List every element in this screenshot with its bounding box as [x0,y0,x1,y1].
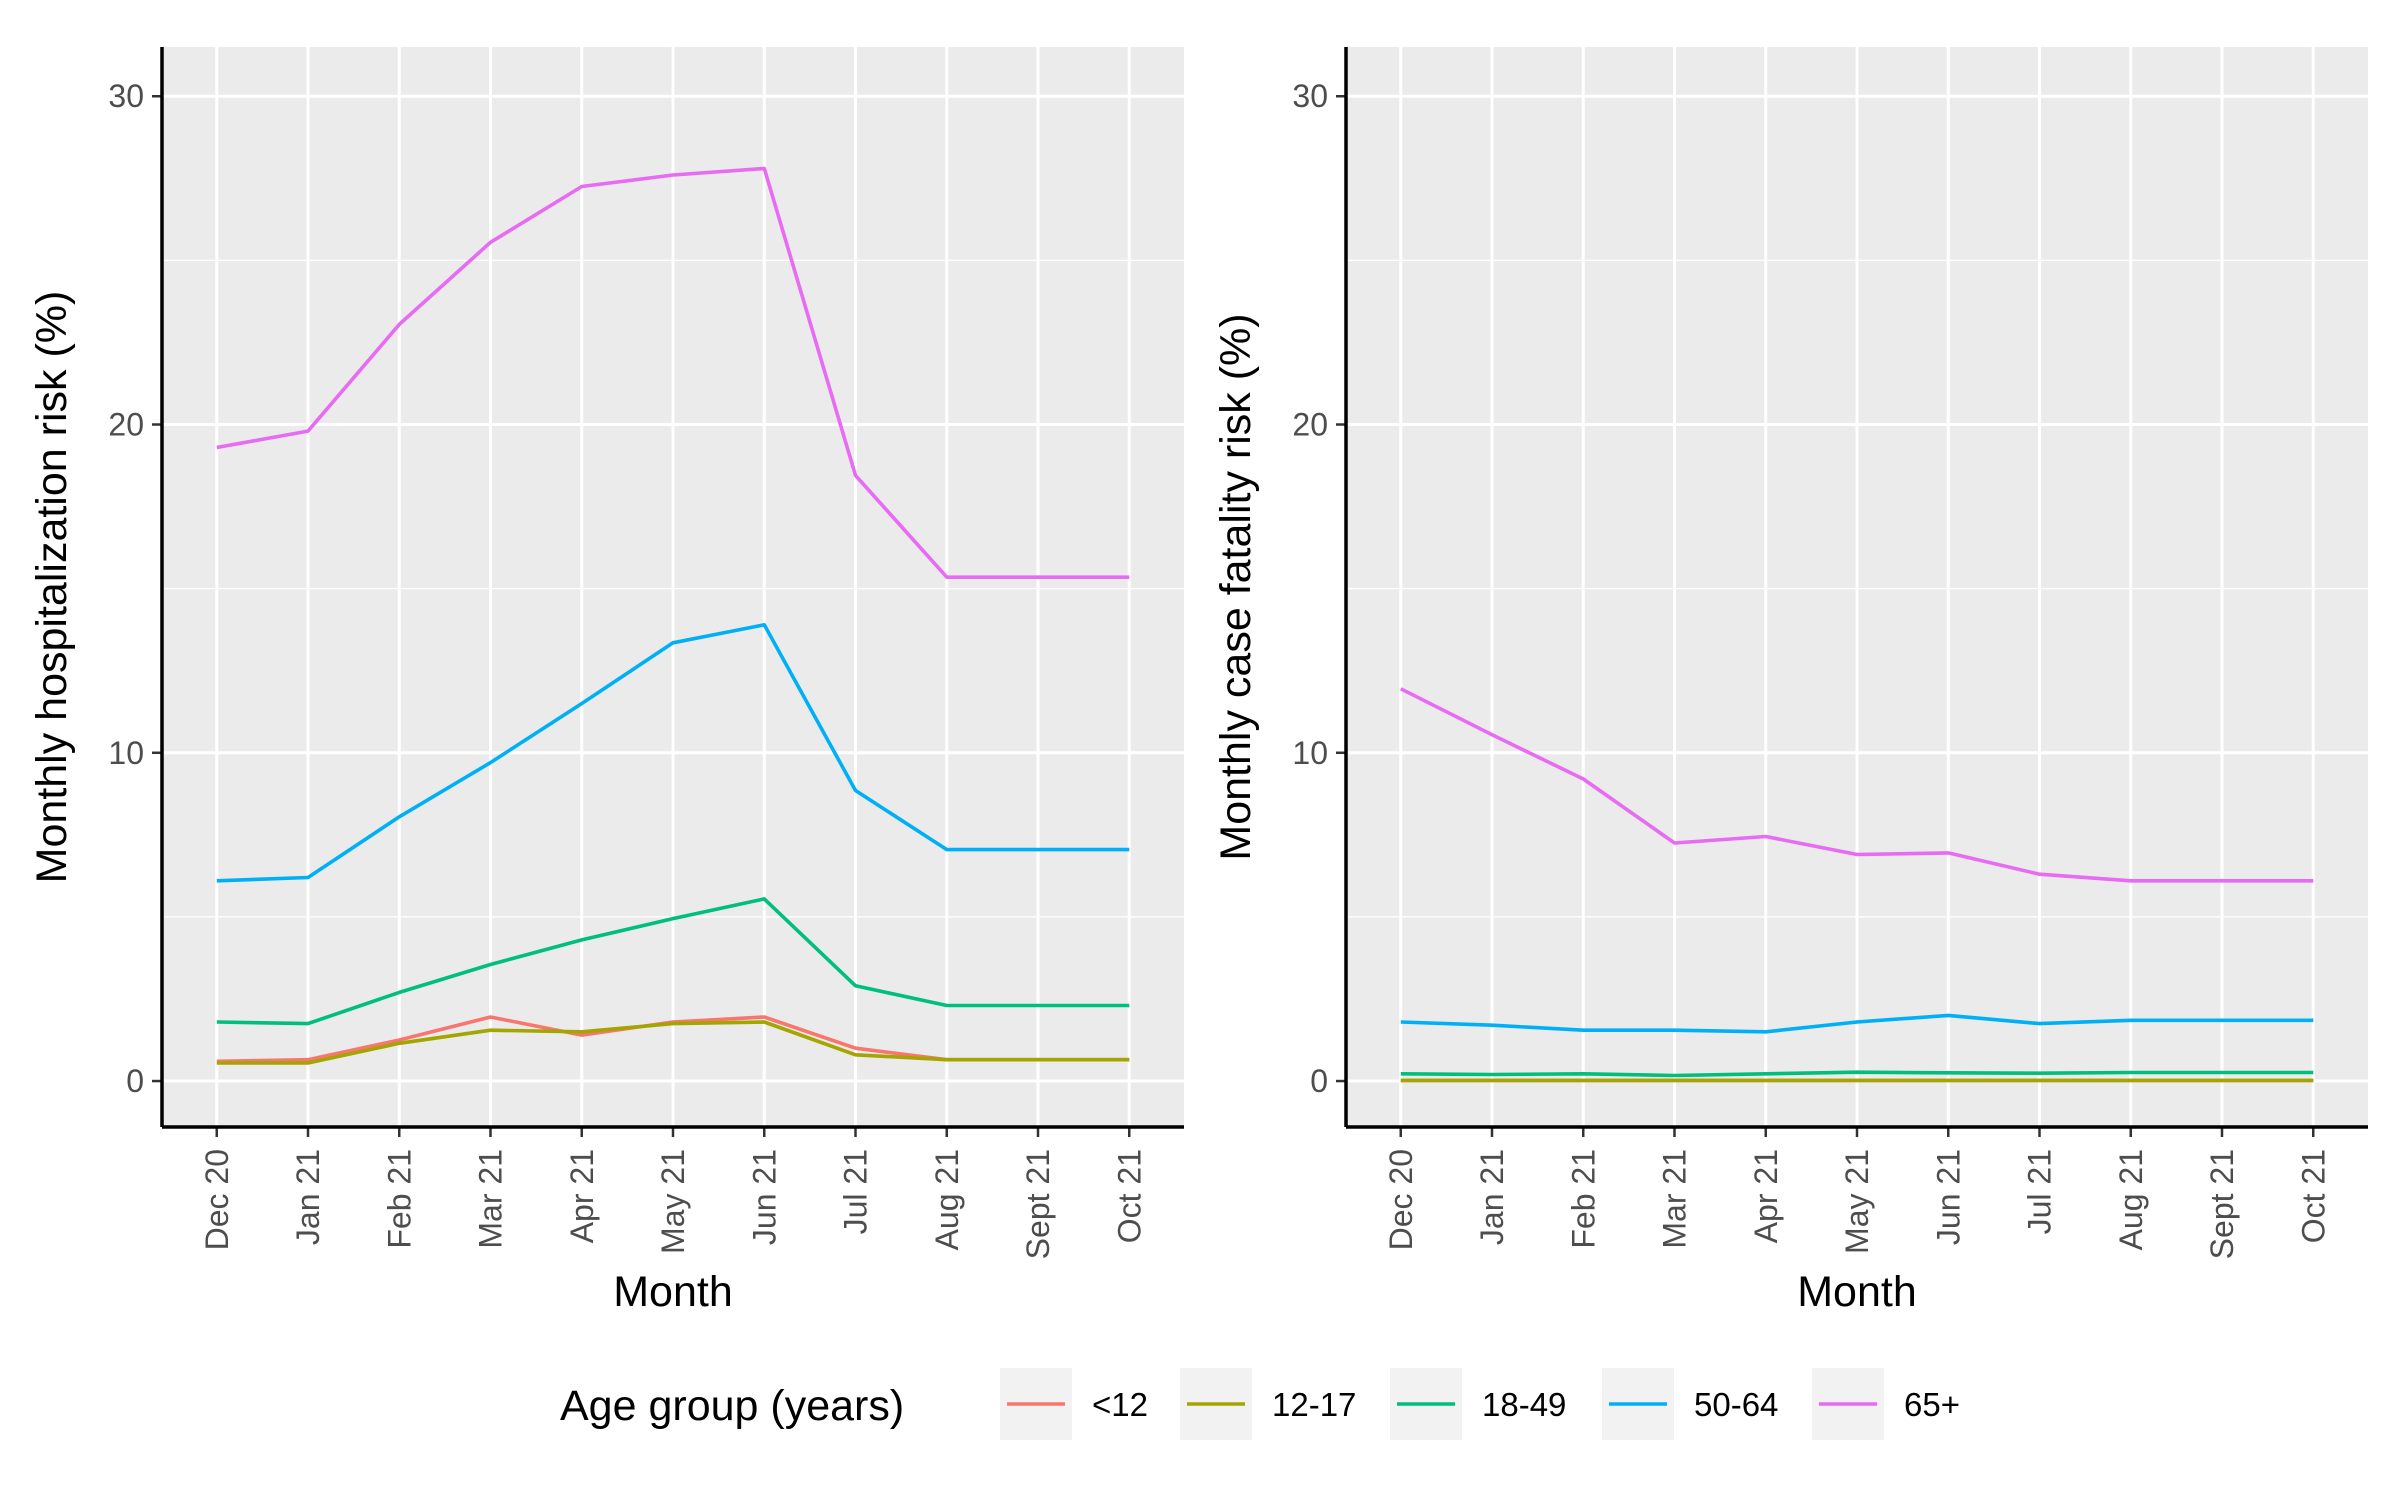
x-tick-label: Dec 20 [199,1149,235,1250]
x-tick-label: Jan 21 [1474,1149,1510,1245]
x-tick-label: Mar 21 [1657,1149,1693,1249]
series-line-18-49 [1400,1070,2314,1078]
legend: Age group (years) <12 12-17 18-49 50-64 65+ [560,1368,1960,1440]
y-tick-label: 20 [1292,407,1328,443]
series-line-65plus [216,166,1130,580]
x-tick-label: Jun 21 [746,1149,782,1245]
hospitalization-risk-panel: 0 10 20 30 Dec 20 Jan 21 Feb 21 Mar 21 Apr 21 May… [28,47,1184,1316]
x-tick-label: Jul 21 [838,1149,874,1234]
legend-label: 18-49 [1482,1386,1566,1423]
y-tick-label: 10 [1292,735,1328,771]
x-tick-label: Jan 21 [290,1149,326,1245]
legend-item-12-17: 12-17 [1180,1368,1356,1440]
legend-item-50-64: 50-64 [1602,1368,1778,1440]
legend-item-65plus: 65+ [1812,1368,1960,1440]
y-tick-label: 0 [126,1063,144,1099]
x-tick-label: Dec 20 [1383,1149,1419,1250]
x-axis-title: Month [613,1268,733,1316]
x-tick-label: Jul 21 [2022,1149,2058,1234]
legend-item-18-49: 18-49 [1390,1368,1566,1440]
series-line-18-49 [216,897,1130,1026]
legend-items: <12 12-17 18-49 50-64 65+ [1000,1368,1960,1440]
y-axis-title: Monthly hospitalization risk (%) [28,291,76,884]
x-tick-label: Apr 21 [1748,1149,1784,1243]
case-fatality-risk-panel: 0 10 20 30 Dec 20 Jan 21 Feb 21 Mar 21 Apr 21 May… [1212,47,2368,1316]
x-tick-label: Aug 21 [929,1149,965,1250]
legend-label: <12 [1092,1386,1148,1423]
x-tick-label: Jun 21 [1930,1149,1966,1245]
legend-label: 65+ [1904,1386,1960,1423]
legend-label: 12-17 [1272,1386,1356,1423]
y-tick-label: 0 [1310,1063,1328,1099]
series-line-12-17 [216,1020,1130,1065]
y-tick-label: 30 [108,78,144,114]
series-line-50-64 [216,622,1130,883]
x-tick-label: Feb 21 [381,1149,417,1249]
x-tick-label: Oct 21 [1111,1149,1147,1243]
x-tick-label: Feb 21 [1565,1149,1601,1249]
y-tick-label: 30 [1292,78,1328,114]
legend-title: Age group (years) [560,1382,904,1430]
y-axis-title: Monthly case fatality risk (%) [1212,313,1260,860]
x-tick-label: Sept 21 [2204,1149,2240,1259]
x-tick-label: May 21 [1839,1149,1875,1254]
series-line-50-64 [1400,1013,2314,1034]
y-tick-label: 10 [108,735,144,771]
x-tick-label: Aug 21 [2113,1149,2149,1250]
x-tick-label: Oct 21 [2295,1149,2331,1243]
x-tick-label: Sept 21 [1020,1149,1056,1259]
y-tick-label: 20 [108,407,144,443]
legend-item-lt12: <12 [1000,1368,1148,1440]
x-tick-label: May 21 [655,1149,691,1254]
x-axis-title: Month [1797,1268,1917,1316]
legend-label: 50-64 [1694,1386,1778,1423]
x-tick-label: Apr 21 [564,1149,600,1243]
series-line-65plus [1399,687,2314,883]
x-tick-label: Mar 21 [473,1149,509,1249]
